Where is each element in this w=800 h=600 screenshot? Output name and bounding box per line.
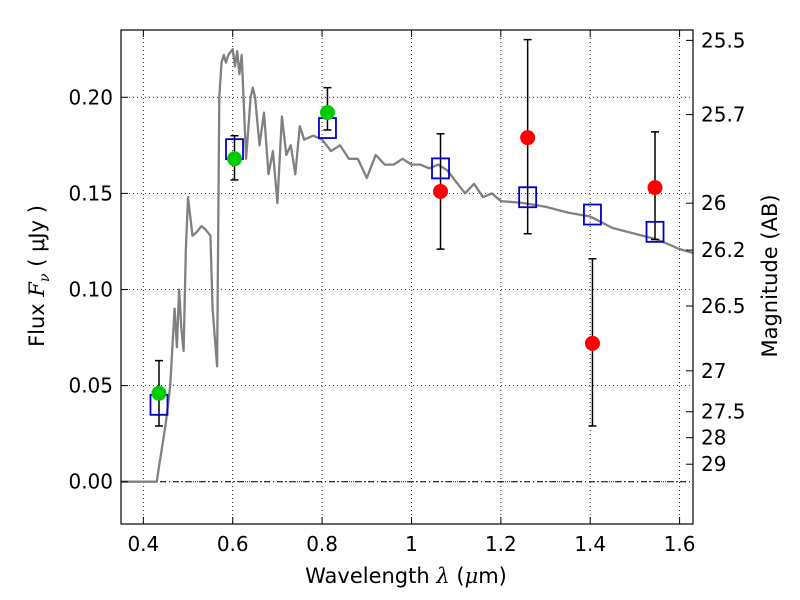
model-photometry-square	[518, 186, 538, 209]
magnitude-tick-label: 26.5	[701, 294, 746, 318]
model-photometry-square	[431, 157, 450, 180]
photometry-point	[520, 130, 536, 146]
plot-frame	[120, 29, 694, 525]
y-tick-label: 0.15	[68, 181, 113, 205]
x-axis-title: Wavelength λ (μm)	[305, 564, 507, 588]
y-axis-title: Flux Fν ( μJy )	[25, 205, 53, 347]
y-tick-label: 0.10	[68, 277, 113, 301]
model-photometry-square	[583, 203, 602, 226]
magnitude-tick-label: 26.2	[701, 238, 746, 262]
magnitude-tick-label: 26	[701, 191, 726, 215]
x-axis: 0.4 0.6 0.8 1 1.2 1.4 1.6	[127, 30, 696, 556]
error-bars	[154, 38, 660, 427]
photometry-point	[319, 105, 335, 121]
x-tick-label: 0.4	[127, 532, 159, 556]
model-photometry-squares	[149, 117, 665, 416]
y-tick-label: 0.20	[68, 85, 113, 109]
y-tick-label: 0.05	[68, 374, 113, 398]
model-photometry-square	[645, 220, 665, 243]
model-spectrum-line	[121, 48, 694, 483]
x-tick-label: 1.2	[485, 532, 517, 556]
magnitude-tick-label: 27.5	[701, 400, 746, 424]
photometry-point	[584, 335, 600, 351]
magnitude-tick-label: 25.5	[701, 28, 746, 52]
magnitude-axis-title: Magnitude (AB)	[758, 194, 782, 357]
x-tick-label: 1.6	[664, 532, 696, 556]
magnitude-tick-label: 25.7	[701, 103, 746, 127]
photometry-point	[151, 385, 167, 401]
photometry-point	[647, 180, 663, 196]
x-tick-label: 1	[405, 532, 418, 556]
magnitude-tick-label: 27	[701, 359, 726, 383]
x-tick-label: 1.4	[574, 532, 606, 556]
plot-clip-group	[121, 38, 694, 483]
observed-photometry-points	[151, 105, 663, 401]
x-tick-label: 0.6	[217, 532, 249, 556]
photometry-point	[433, 183, 449, 199]
magnitude-tick-label: 28	[701, 426, 726, 450]
x-tick-label: 0.8	[306, 532, 338, 556]
y-tick-label: 0.00	[68, 470, 113, 494]
grid-lines	[121, 30, 693, 524]
photometry-point	[227, 151, 243, 167]
magnitude-tick-label: 29	[701, 452, 726, 476]
y-axis: 0.00 0.05 0.10 0.15 0.20	[68, 85, 128, 494]
